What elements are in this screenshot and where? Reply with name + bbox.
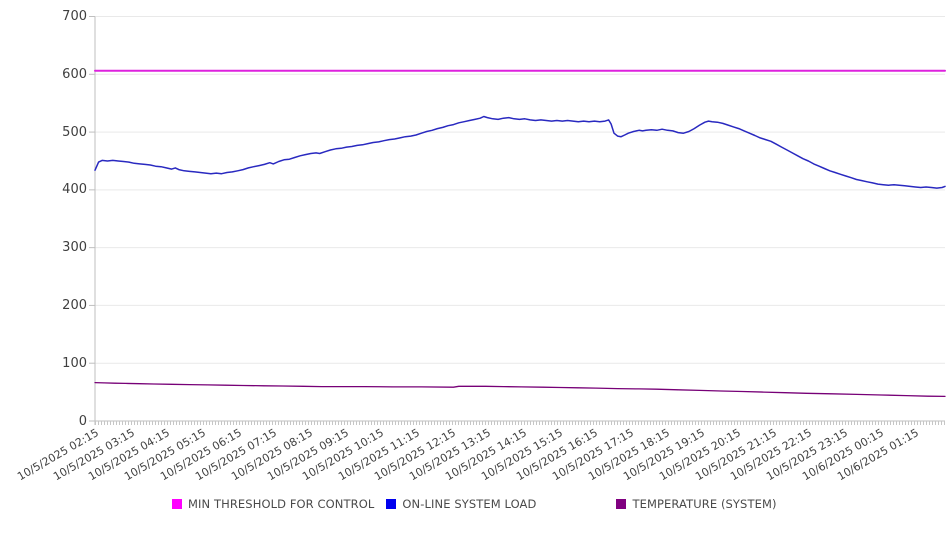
legend-item-temperature: TEMPERATURE (SYSTEM) [616,497,776,511]
legend-item-min-threshold: MIN THRESHOLD FOR CONTROL [172,497,374,511]
legend-label-temperature: TEMPERATURE (SYSTEM) [632,497,777,511]
y-axis-label-0: 0 [78,413,87,429]
y-axis-label-300: 300 [62,240,87,256]
y-axis-label-200: 200 [62,297,87,313]
series-line-on-line-system-load [94,115,946,189]
y-axis-label-600: 600 [62,66,87,82]
line-chart: 0 100 200 300 400 500 600 700 10/5/2025 02:15 10… [15,9,946,511]
series-line-temperature-system [94,381,946,398]
legend-label-min-threshold: MIN THRESHOLD FOR CONTROL [188,497,375,511]
y-axis-label-100: 100 [62,355,87,371]
temperature-swatch-icon [616,499,627,509]
y-axis-label-500: 500 [62,124,87,140]
y-axis-label-700: 700 [62,9,87,24]
chart-legend: MIN THRESHOLD FOR CONTROL ON-LINE SYSTEM… [172,497,777,511]
y-axis-label-400: 400 [62,182,87,198]
min-threshold-swatch-icon [172,499,182,509]
online-system-load-swatch-icon [386,499,397,509]
x-axis-minor-ticks [95,421,945,425]
legend-label-online-system-load: ON-LINE SYSTEM LOAD [402,497,537,511]
legend-item-online-system-load: ON-LINE SYSTEM LOAD [386,497,536,511]
